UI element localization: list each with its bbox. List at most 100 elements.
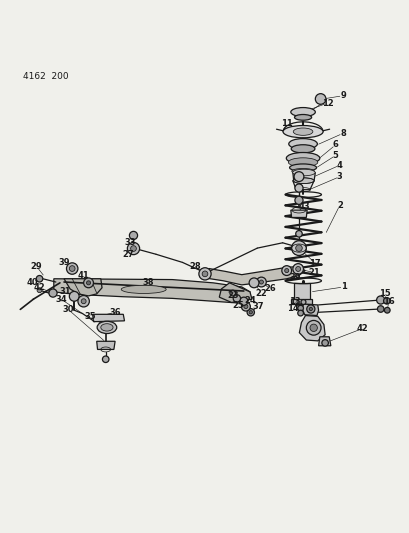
Polygon shape [54,279,249,303]
Ellipse shape [296,300,303,304]
Text: 39: 39 [58,258,70,267]
Polygon shape [294,283,309,301]
Ellipse shape [292,169,315,176]
Ellipse shape [290,145,314,153]
Polygon shape [92,314,124,321]
Text: 2: 2 [336,201,342,209]
Circle shape [233,295,240,302]
Circle shape [306,305,314,313]
Text: 4: 4 [336,160,342,169]
Ellipse shape [289,164,316,171]
Text: 30: 30 [62,305,74,314]
Ellipse shape [121,285,166,294]
Circle shape [256,277,265,287]
Polygon shape [204,266,304,285]
Text: 5: 5 [332,151,338,160]
Text: 14: 14 [286,304,298,313]
Circle shape [259,280,263,284]
Text: 31: 31 [59,287,71,295]
Ellipse shape [293,178,313,183]
Ellipse shape [285,152,319,164]
Ellipse shape [290,108,315,117]
Text: 25: 25 [232,301,244,310]
Text: 27: 27 [122,250,134,259]
Circle shape [249,311,252,314]
Circle shape [130,246,136,252]
Text: 43: 43 [297,201,309,211]
Circle shape [306,320,320,335]
Text: 38: 38 [142,278,153,287]
Text: 9: 9 [339,91,345,100]
Text: 17: 17 [309,259,320,268]
Text: 26: 26 [264,285,276,294]
Circle shape [129,231,137,239]
Circle shape [309,324,317,332]
Text: 42: 42 [355,324,367,333]
Circle shape [49,289,57,297]
Circle shape [284,269,288,272]
Circle shape [78,295,89,307]
Text: 6: 6 [332,140,338,149]
Circle shape [293,172,303,182]
Text: 8: 8 [339,129,345,138]
Circle shape [300,300,305,304]
Ellipse shape [282,126,322,138]
Circle shape [229,290,235,296]
Text: 37: 37 [252,302,263,311]
Circle shape [198,268,211,280]
Text: 35: 35 [85,312,96,321]
Text: 34: 34 [55,295,67,304]
Circle shape [297,310,303,316]
Text: 11: 11 [280,119,292,128]
Text: 13: 13 [288,297,300,306]
Circle shape [281,265,291,276]
Ellipse shape [97,321,117,334]
Text: 29: 29 [31,262,43,271]
Text: 3: 3 [336,172,342,181]
Circle shape [239,297,247,305]
Circle shape [202,271,207,277]
Circle shape [291,241,306,255]
Text: 12: 12 [321,99,333,108]
Circle shape [102,356,109,362]
Circle shape [69,265,75,271]
Ellipse shape [291,168,314,174]
Text: 4162  200: 4162 200 [23,72,69,81]
Ellipse shape [288,139,317,149]
Polygon shape [219,283,252,302]
Circle shape [37,288,42,293]
Polygon shape [299,316,324,341]
Circle shape [321,340,328,346]
Circle shape [241,302,250,311]
Text: 15: 15 [378,288,390,297]
Text: 24: 24 [243,295,255,304]
Circle shape [86,281,90,285]
Polygon shape [97,341,115,350]
Text: 16: 16 [382,297,394,306]
Circle shape [36,276,43,282]
Text: 1: 1 [340,282,346,292]
Circle shape [384,308,389,313]
Circle shape [308,308,312,311]
Text: 23: 23 [227,290,239,300]
Ellipse shape [101,324,113,331]
Circle shape [66,263,78,274]
Circle shape [83,278,93,288]
Polygon shape [290,210,306,217]
Circle shape [249,278,258,288]
Circle shape [376,296,384,304]
Polygon shape [318,337,330,346]
Text: 33: 33 [125,238,136,247]
Circle shape [315,94,325,104]
Circle shape [243,304,247,309]
Circle shape [295,245,301,252]
Circle shape [377,306,383,312]
Circle shape [294,184,302,192]
Text: 42: 42 [34,283,45,292]
Circle shape [292,264,303,274]
Circle shape [383,297,389,304]
Ellipse shape [292,128,312,135]
Text: 39: 39 [288,273,300,282]
Ellipse shape [294,115,311,120]
Text: 22: 22 [255,288,267,297]
